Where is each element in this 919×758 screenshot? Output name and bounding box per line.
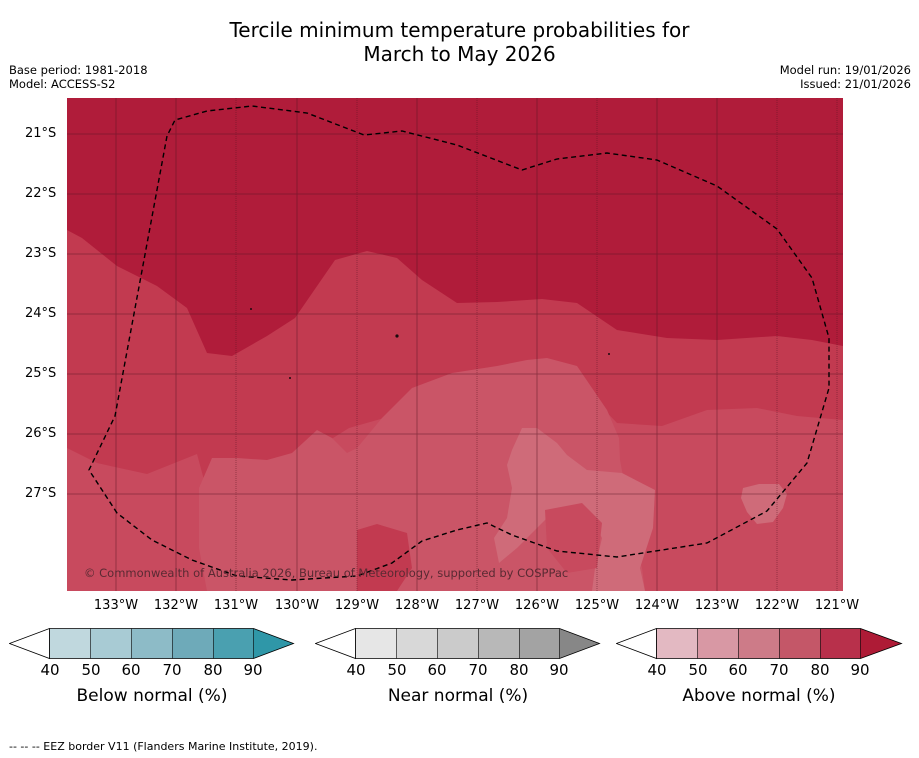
lat-label-1: 22°S bbox=[25, 186, 57, 201]
lon-label-2: 131°W bbox=[213, 598, 259, 613]
region-60-70-pocket bbox=[545, 503, 602, 573]
cbar-near-2 bbox=[437, 628, 479, 659]
lat-label-2: 23°S bbox=[25, 246, 57, 261]
lat-label-5: 26°S bbox=[25, 426, 57, 441]
cbar-near-1 bbox=[396, 628, 438, 659]
cbar-near-tick-4: 80 bbox=[509, 661, 529, 679]
lon-label-7: 126°W bbox=[514, 598, 560, 613]
probability-map bbox=[67, 98, 843, 591]
cbar-near-under bbox=[315, 628, 356, 660]
title-line-1: Tercile minimum temperature probabilitie… bbox=[229, 18, 690, 42]
cbar-above-tick-0: 40 bbox=[647, 661, 667, 679]
cbar-below-1 bbox=[90, 628, 132, 659]
cbar-near-tick-5: 90 bbox=[549, 661, 569, 679]
cbar-above-tick-1: 50 bbox=[688, 661, 708, 679]
cbar-near-0 bbox=[355, 628, 397, 659]
lat-label-0: 21°S bbox=[25, 126, 57, 141]
cbar-below-label: Below normal (%) bbox=[76, 686, 228, 706]
lat-label-4: 25°S bbox=[25, 366, 57, 381]
issued-date: Issued: 21/01/2026 bbox=[800, 77, 911, 91]
cbar-above-2 bbox=[738, 628, 780, 659]
cbar-above-1 bbox=[697, 628, 739, 659]
cbar-below-0 bbox=[49, 628, 91, 659]
cbar-near-tick-1: 50 bbox=[387, 661, 407, 679]
copyright-notice: © Commonwealth of Australia 2026, Bureau… bbox=[84, 566, 569, 580]
lon-label-5: 128°W bbox=[394, 598, 440, 613]
lon-label-8: 125°W bbox=[574, 598, 620, 613]
map-title: Tercile minimum temperature probabilitie… bbox=[0, 18, 919, 66]
colorbar-below-normal bbox=[9, 628, 295, 660]
cbar-below-2 bbox=[131, 628, 173, 659]
graticule bbox=[67, 98, 843, 591]
cbar-above-tick-2: 60 bbox=[728, 661, 748, 679]
cbar-below-over bbox=[253, 628, 294, 659]
cbar-below-tick-1: 50 bbox=[81, 661, 101, 679]
cbar-below-tick-5: 90 bbox=[243, 661, 263, 679]
cbar-near-tick-3: 70 bbox=[468, 661, 488, 679]
cbar-above-4 bbox=[820, 628, 861, 659]
eez-footnote: -- -- -- EEZ border V11 (Flanders Marine… bbox=[9, 740, 318, 753]
cbar-below-3 bbox=[172, 628, 214, 659]
cbar-above-tick-5: 90 bbox=[850, 661, 870, 679]
cbar-near-over bbox=[559, 628, 600, 659]
cbar-below-tick-0: 40 bbox=[40, 661, 60, 679]
lat-label-6: 27°S bbox=[25, 486, 57, 501]
colorbar-above-normal bbox=[616, 628, 903, 660]
cbar-near-label: Near normal (%) bbox=[387, 686, 529, 706]
lon-label-0: 133°W bbox=[93, 598, 139, 613]
cbar-above-0 bbox=[656, 628, 698, 659]
cbar-below-4 bbox=[213, 628, 254, 659]
lon-label-12: 121°W bbox=[814, 598, 860, 613]
lon-label-3: 130°W bbox=[274, 598, 320, 613]
meta-right: Model run: 19/01/2026 Issued: 21/01/2026 bbox=[780, 63, 911, 91]
cbar-below-under bbox=[9, 628, 50, 660]
cbar-below-tick-2: 60 bbox=[121, 661, 141, 679]
lon-label-6: 127°W bbox=[454, 598, 500, 613]
cbar-above-tick-3: 70 bbox=[769, 661, 789, 679]
region-50-60 bbox=[199, 358, 645, 591]
cbar-near-4 bbox=[519, 628, 560, 659]
map-svg bbox=[67, 98, 843, 591]
islands bbox=[250, 308, 610, 379]
eez-border bbox=[88, 105, 830, 581]
lon-label-10: 123°W bbox=[694, 598, 740, 613]
meta-left: Base period: 1981-2018 Model: ACCESS-S2 bbox=[9, 63, 148, 91]
cbar-below-tick-4: 80 bbox=[203, 661, 223, 679]
lon-label-11: 122°W bbox=[754, 598, 800, 613]
model-name: Model: ACCESS-S2 bbox=[9, 77, 116, 91]
cbar-near-tick-2: 60 bbox=[427, 661, 447, 679]
lon-label-1: 132°W bbox=[153, 598, 199, 613]
cbar-above-label: Above normal (%) bbox=[682, 686, 836, 706]
lat-label-3: 24°S bbox=[25, 306, 57, 321]
cbar-above-under bbox=[616, 628, 657, 660]
cbar-near-3 bbox=[478, 628, 520, 659]
cbar-above-over bbox=[860, 628, 902, 659]
cbar-above-3 bbox=[779, 628, 821, 659]
title-line-2: March to May 2026 bbox=[363, 42, 556, 66]
colorbar-near-normal bbox=[315, 628, 601, 660]
cbar-below-tick-3: 70 bbox=[162, 661, 182, 679]
cbar-near-tick-0: 40 bbox=[346, 661, 366, 679]
base-period: Base period: 1981-2018 bbox=[9, 63, 148, 77]
lon-label-4: 129°W bbox=[334, 598, 380, 613]
model-run: Model run: 19/01/2026 bbox=[779, 63, 911, 77]
region-70-80-pocket bbox=[357, 524, 412, 591]
lon-label-9: 124°W bbox=[634, 598, 680, 613]
cbar-above-tick-4: 80 bbox=[810, 661, 830, 679]
